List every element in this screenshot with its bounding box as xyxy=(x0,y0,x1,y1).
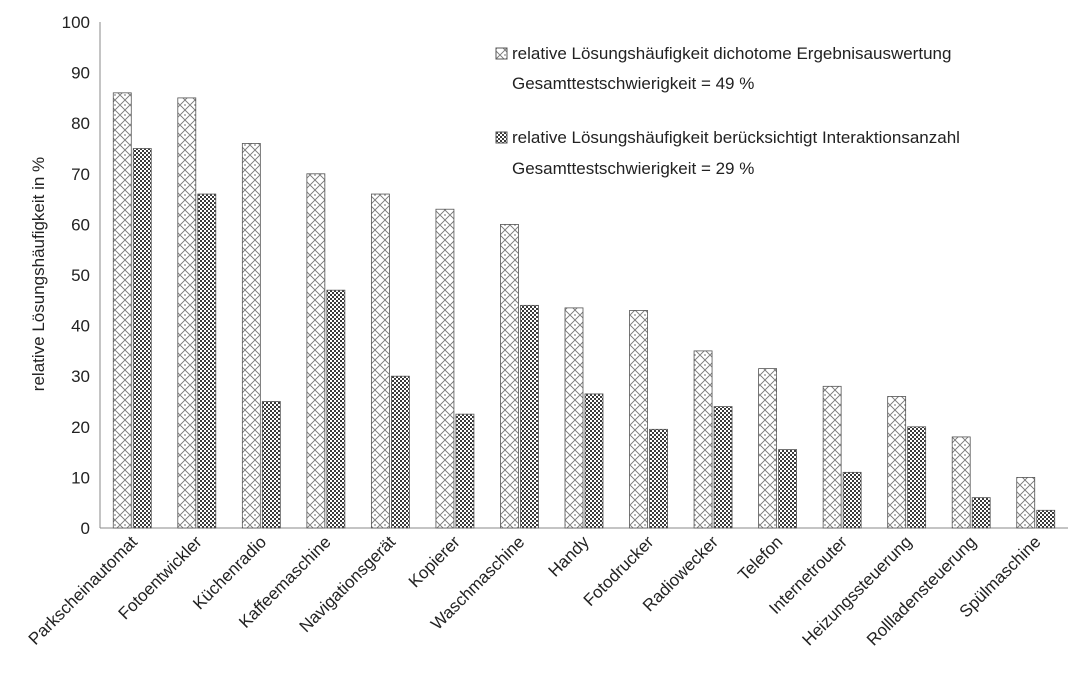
y-tick-label-4: 40 xyxy=(71,317,90,336)
category-label-10: Telefon xyxy=(734,532,786,584)
bar-series0-14 xyxy=(1016,476,1036,529)
y-tick-label-10: 100 xyxy=(62,13,90,32)
bar-series0-7 xyxy=(564,307,584,529)
bar-series1-4 xyxy=(390,375,410,529)
y-tick-label-5: 50 xyxy=(71,266,90,285)
bar-series1-7 xyxy=(584,393,604,529)
bar-series0-4 xyxy=(370,193,390,529)
y-tick-label-8: 80 xyxy=(71,114,90,133)
bar-series1-12 xyxy=(907,426,927,529)
legend-note-1: Gesamttestschwierigkeit = 29 % xyxy=(512,159,754,178)
legend: relative Lösungshäufigkeit dichotome Erg… xyxy=(495,44,960,178)
bar-series1-9 xyxy=(713,406,733,529)
y-axis-label: relative Lösungshäufigkeit in % xyxy=(29,157,48,391)
bar-series0-3 xyxy=(306,173,326,529)
category-labels: ParkscheinautomatFotoentwicklerKüchenrad… xyxy=(25,532,1045,649)
bar-series1-13 xyxy=(971,497,991,529)
y-tick-label-7: 70 xyxy=(71,165,90,184)
category-label-13: Rollladensteuerung xyxy=(863,532,980,649)
bar-series0-11 xyxy=(822,385,842,529)
legend-swatch-0 xyxy=(495,47,508,60)
category-label-5: Kopierer xyxy=(405,532,464,591)
legend-item-1: relative Lösungshäufigkeit berücksichtig… xyxy=(495,128,960,178)
bar-series0-0 xyxy=(112,92,132,529)
legend-item-0: relative Lösungshäufigkeit dichotome Erg… xyxy=(495,44,951,93)
legend-note-0: Gesamttestschwierigkeit = 49 % xyxy=(512,74,754,93)
category-label-12: Heizungssteuerung xyxy=(798,532,915,649)
y-tick-labels: 0 10 20 30 40 50 60 70 80 90 100 xyxy=(62,13,90,538)
bar-series0-8 xyxy=(629,310,648,529)
y-tick-label-6: 60 xyxy=(71,215,90,234)
y-tick-label-3: 30 xyxy=(71,367,90,386)
y-tick-label-9: 90 xyxy=(71,64,90,83)
bar-series0-6 xyxy=(500,223,519,529)
y-tick-label-1: 10 xyxy=(71,468,90,487)
category-label-7: Handy xyxy=(545,532,594,581)
bar-series1-6 xyxy=(520,304,539,529)
bar-series1-10 xyxy=(778,449,797,529)
bar-series0-1 xyxy=(177,97,197,529)
bar-series1-14 xyxy=(1036,509,1056,529)
bar-series0-13 xyxy=(951,436,971,529)
bar-series0-9 xyxy=(693,350,713,529)
bar-series1-5 xyxy=(455,413,475,529)
legend-label-0: relative Lösungshäufigkeit dichotome Erg… xyxy=(512,44,951,63)
bar-series1-1 xyxy=(197,193,217,529)
bar-series1-3 xyxy=(326,289,346,529)
bar-series0-2 xyxy=(241,143,261,529)
bar-series1-0 xyxy=(132,148,152,529)
bar-series1-2 xyxy=(261,401,281,529)
bar-series0-12 xyxy=(887,396,907,529)
y-tick-label-0: 0 xyxy=(81,519,90,538)
category-label-0: Parkscheinautomat xyxy=(25,532,142,649)
bar-series1-11 xyxy=(842,471,862,529)
bar-series0-5 xyxy=(435,208,455,529)
legend-label-1: relative Lösungshäufigkeit berücksichtig… xyxy=(512,128,960,147)
bar-series1-8 xyxy=(649,428,668,529)
y-tick-label-2: 20 xyxy=(71,418,90,437)
legend-swatch-1 xyxy=(495,131,508,144)
bars xyxy=(112,92,1056,529)
bar-series0-10 xyxy=(758,368,777,529)
